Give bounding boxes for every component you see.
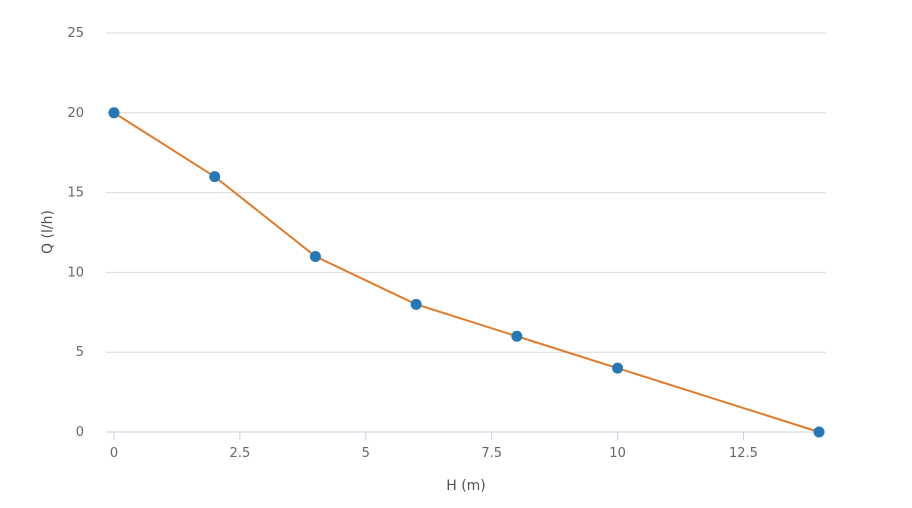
x-tick-label: 10: [609, 446, 626, 461]
x-tick-label: 0: [110, 446, 118, 461]
y-tick-label: 10: [67, 265, 84, 280]
data-point: [511, 330, 523, 342]
x-tick-label: 2.5: [230, 446, 251, 461]
data-point: [309, 250, 321, 262]
data-point: [108, 107, 120, 119]
y-axis-ticks: 0 5 10 15 20 25: [67, 26, 84, 440]
x-tick-label: 5: [362, 446, 370, 461]
x-tick-label: 7.5: [481, 446, 502, 461]
y-tick-label: 5: [76, 345, 84, 360]
y-axis-title: Q (l/h): [40, 210, 56, 254]
y-tick-label: 20: [67, 106, 84, 121]
x-axis-ticks: 0 2.5 5 7.5 10 12.5: [110, 432, 758, 461]
series-group: [108, 107, 825, 438]
data-point: [209, 171, 221, 183]
y-tick-label: 15: [67, 186, 84, 201]
x-axis-title: H (m): [446, 478, 486, 494]
data-point: [813, 426, 825, 438]
y-tick-label: 0: [76, 425, 84, 440]
data-point: [410, 298, 422, 310]
grid-lines: [106, 32, 826, 353]
y-tick-label: 25: [67, 26, 84, 41]
x-tick-label: 12.5: [729, 446, 758, 461]
data-point: [612, 362, 624, 374]
